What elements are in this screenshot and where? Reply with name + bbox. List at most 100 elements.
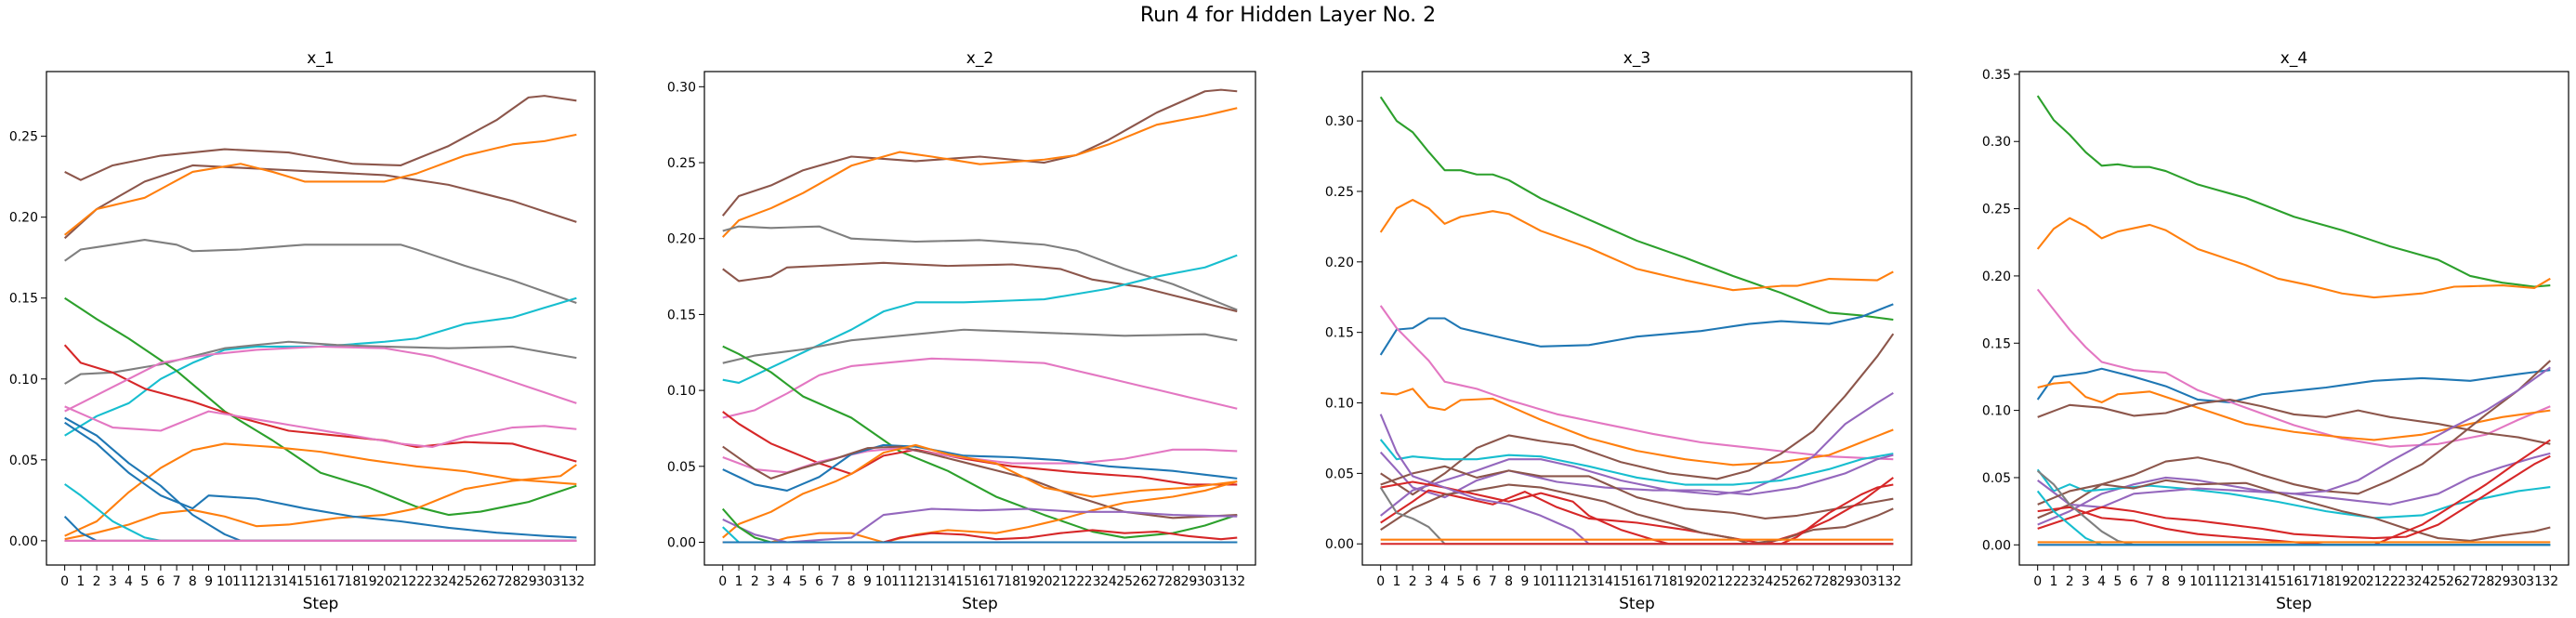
y-tick-label: 0.10 <box>1325 397 1354 412</box>
series-group <box>2036 95 2552 546</box>
y-tick-label: 0.15 <box>667 308 696 322</box>
x-tick-label: 23 <box>1084 574 1101 589</box>
x-tick-label: 17 <box>328 574 345 589</box>
series-line-10 <box>2037 452 2551 508</box>
series-line-5 <box>2037 381 2551 441</box>
series-line-8 <box>63 344 577 463</box>
x-tick-label: 18 <box>345 574 361 589</box>
series-line-2 <box>63 164 577 240</box>
x-tick-label: 19 <box>1019 574 1036 589</box>
y-tick-label: 0.30 <box>667 80 696 95</box>
x-tick-label: 9 <box>204 574 213 589</box>
series-line-14 <box>1379 414 1894 546</box>
x-tick-label: 19 <box>1676 574 1693 589</box>
y-tick-label: 0.20 <box>1982 270 2011 284</box>
series-line-4 <box>2036 288 2551 448</box>
x-axis-label: Step <box>1619 595 1655 613</box>
series-group <box>721 88 1238 544</box>
x-tick-label: 2 <box>1409 574 1417 589</box>
series-line-8 <box>722 345 1238 539</box>
series-line-5 <box>1380 388 1894 467</box>
x-tick-label: 6 <box>1473 574 1481 589</box>
x-tick-label: 29 <box>1180 574 1197 589</box>
y-tick-label: 0.25 <box>667 156 696 171</box>
subplot-title: x_2 <box>966 49 993 68</box>
series-line-13 <box>2037 439 2551 546</box>
y-tick-label: 0.00 <box>667 535 696 550</box>
x-tick-label: 28 <box>1164 574 1181 589</box>
y-tick-label: 0.15 <box>1982 336 2011 351</box>
x-tick-label: 1 <box>735 574 743 589</box>
x-tick-label: 5 <box>799 574 808 589</box>
series-line-13 <box>64 421 577 539</box>
x-tick-label: 13 <box>1581 574 1597 589</box>
x-tick-label: 24 <box>1756 574 1773 589</box>
x-tick-label: 29 <box>1837 574 1854 589</box>
y-tick-label: 0.10 <box>667 384 696 399</box>
y-tick-label: 0.20 <box>667 232 696 247</box>
x-tick-label: 6 <box>815 574 823 589</box>
x-tick-label: 8 <box>848 574 856 589</box>
x-tick-label: 2 <box>751 574 759 589</box>
x-tick-label: 26 <box>1789 574 1806 589</box>
series-line-14 <box>64 416 577 542</box>
series-line-8 <box>1379 439 1894 486</box>
x-tick-label: 3 <box>109 574 117 589</box>
x-tick-label: 22 <box>1068 574 1084 589</box>
x-tick-label: 6 <box>2130 574 2138 589</box>
series-line-6 <box>64 340 577 385</box>
series-line-1 <box>64 95 577 181</box>
x-tick-label: 12 <box>907 574 924 589</box>
series-line-14 <box>722 480 1238 544</box>
x-tick-label: 11 <box>232 574 249 589</box>
x-tick-label: 30 <box>1853 574 1870 589</box>
x-tick-label: 25 <box>456 574 473 589</box>
x-tick-label: 8 <box>1505 574 1513 589</box>
x-tick-label: 16 <box>972 574 989 589</box>
x-tick-label: 23 <box>2398 574 2414 589</box>
x-tick-label: 19 <box>361 574 377 589</box>
x-tick-label: 10 <box>217 574 233 589</box>
x-tick-label: 21 <box>392 574 409 589</box>
x-tick-label: 2 <box>93 574 101 589</box>
x-tick-label: 17 <box>988 574 1005 589</box>
x-tick-label: 20 <box>1036 574 1053 589</box>
x-tick-label: 29 <box>2494 574 2511 589</box>
x-tick-label: 0 <box>718 574 727 589</box>
subplot-title: x_3 <box>1623 49 1650 68</box>
series-line-2 <box>721 107 1238 238</box>
x-tick-label: 22 <box>2382 574 2399 589</box>
x-tick-label: 11 <box>1548 574 1565 589</box>
y-tick-label: 0.10 <box>1982 404 2011 419</box>
y-tick-label: 0.30 <box>1325 114 1354 129</box>
series-line-2 <box>2036 217 2551 299</box>
x-tick-label: 4 <box>125 574 133 589</box>
series-line-13 <box>722 443 1238 539</box>
x-tick-label: 0 <box>1376 574 1385 589</box>
x-tick-label: 19 <box>2333 574 2350 589</box>
x-tick-label: 3 <box>1425 574 1433 589</box>
x-tick-label: 16 <box>1629 574 1646 589</box>
x-tick-label: 30 <box>2510 574 2527 589</box>
x-tick-label: 10 <box>1532 574 1549 589</box>
y-tick-label: 0.00 <box>1982 538 2011 553</box>
x-tick-label: 13 <box>2238 574 2254 589</box>
series-line-13 <box>1380 480 1894 546</box>
x-tick-label: 27 <box>1805 574 1821 589</box>
y-tick-label: 0.00 <box>9 534 38 549</box>
y-tick-label: 0.25 <box>1982 203 2011 217</box>
axes-frame <box>2018 71 2569 566</box>
y-tick-label: 0.30 <box>1982 135 2011 150</box>
series-line-1 <box>721 88 1238 217</box>
series-line-9 <box>64 405 577 448</box>
x-tick-label: 23 <box>425 574 441 589</box>
x-tick-label: 14 <box>2254 574 2270 589</box>
x-tick-label: 32 <box>1229 574 1245 589</box>
series-line-6 <box>1380 333 1895 496</box>
series-line-11 <box>722 443 1238 492</box>
series-line-4 <box>1379 305 1894 461</box>
x-tick-label: 25 <box>1773 574 1790 589</box>
subplot-title: x_4 <box>2280 49 2307 68</box>
x-tick-label: 20 <box>1693 574 1710 589</box>
x-tick-label: 1 <box>76 574 85 589</box>
